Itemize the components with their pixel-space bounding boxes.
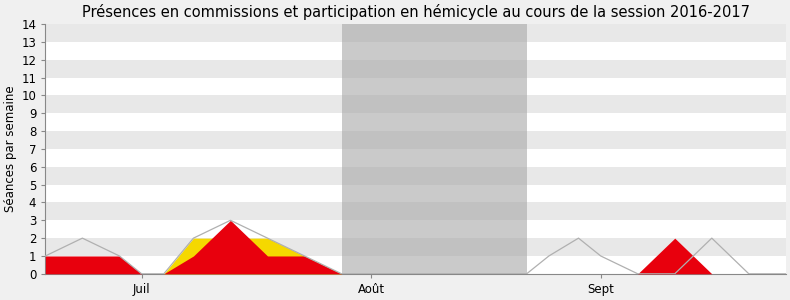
Bar: [45, 60, 786, 78]
Bar: [45, 256, 786, 274]
Bar: [45, 202, 786, 220]
Title: Présences en commissions et participation en hémicycle au cours de la session 20: Présences en commissions et participatio…: [81, 4, 750, 20]
Bar: [45, 184, 786, 202]
Bar: [45, 24, 786, 42]
Bar: [45, 78, 786, 95]
Bar: [45, 238, 786, 256]
Bar: [45, 131, 786, 149]
Bar: [45, 95, 786, 113]
Bar: [45, 220, 786, 238]
Bar: [341, 24, 527, 274]
Bar: [45, 167, 786, 184]
Bar: [45, 42, 786, 60]
Bar: [45, 149, 786, 167]
Y-axis label: Séances par semaine: Séances par semaine: [4, 85, 17, 212]
Bar: [45, 113, 786, 131]
